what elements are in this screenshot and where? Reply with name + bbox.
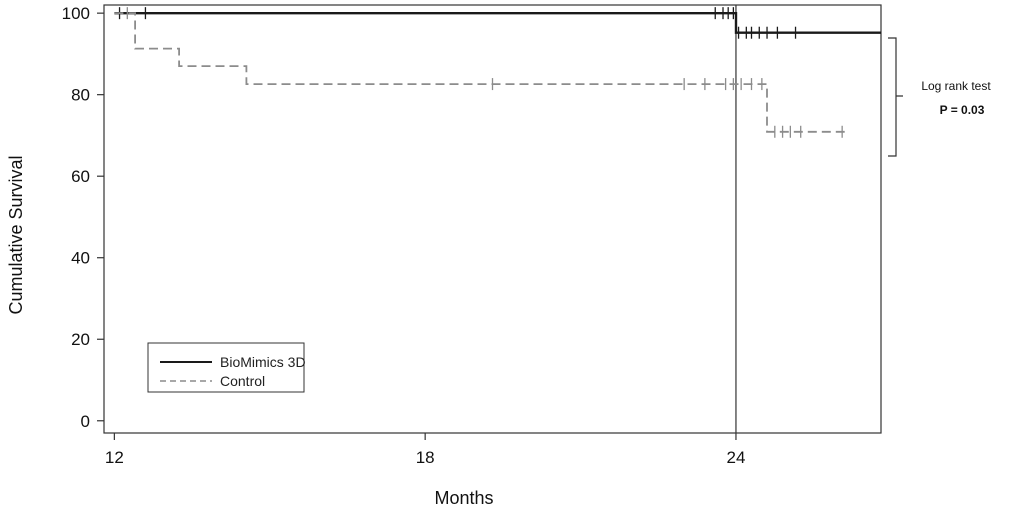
annotation-line-2: P = 0.03 [940, 103, 985, 117]
legend-box [147, 342, 305, 393]
y-tick-label-20: 20 [71, 330, 90, 349]
y-tick-label-80: 80 [71, 86, 90, 105]
y-tick-label-100: 100 [62, 4, 90, 23]
series-control [114, 7, 845, 138]
x-tick-label-24: 24 [726, 448, 745, 467]
y-tick-label-60: 60 [71, 167, 90, 186]
survival-curve-biomimics-3d [114, 12, 881, 34]
y-axis-label: Cumulative Survival [6, 155, 26, 314]
x-tick-label-18: 18 [416, 448, 435, 467]
survival-curve-control [114, 12, 845, 133]
annotation-line-1: Log rank test [921, 79, 991, 93]
series-biomimics-3d [114, 7, 881, 39]
legend: BioMimics 3D Control [147, 342, 306, 393]
legend-label-biomimics-3d: BioMimics 3D [220, 354, 306, 370]
legend-label-control: Control [220, 373, 265, 389]
x-axis-label: Months [434, 488, 493, 508]
y-tick-label-40: 40 [71, 249, 90, 268]
axes: 0 20 40 60 80 100 12 18 24 [62, 4, 746, 467]
series-layer [114, 7, 881, 138]
x-tick-label-12: 12 [105, 448, 124, 467]
plot-frame [103, 4, 882, 434]
annotation-bracket [888, 37, 903, 157]
log-rank-annotation: Log rank test P = 0.03 [888, 37, 991, 157]
plot-area [103, 4, 882, 434]
y-tick-label-0: 0 [81, 412, 90, 431]
